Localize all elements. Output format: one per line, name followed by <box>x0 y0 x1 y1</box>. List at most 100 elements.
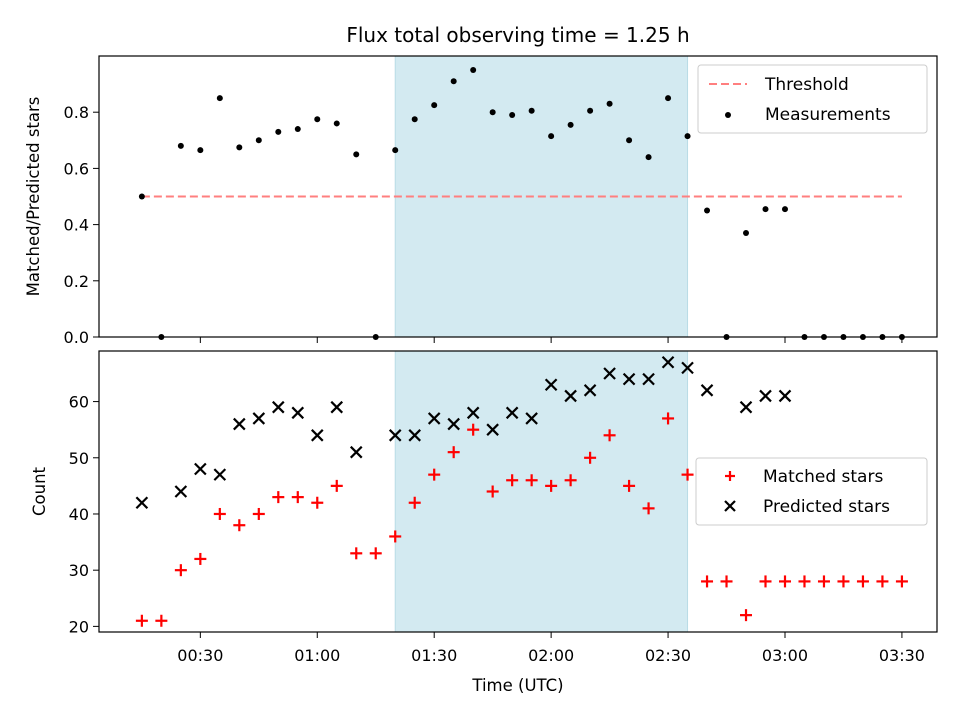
predicted-star-point <box>447 417 460 431</box>
matched-star-point <box>506 474 519 487</box>
predicted-star-point <box>252 412 266 425</box>
x-tick-label: 03:00 <box>762 646 808 665</box>
y-tick-label: 20 <box>69 617 89 636</box>
top-x-ticks <box>199 337 903 343</box>
x-tick-label: 00:30 <box>177 646 223 665</box>
measurement-point <box>197 147 204 154</box>
measurement-point <box>567 121 574 128</box>
predicted-star-point <box>466 406 480 420</box>
measurement-point <box>255 137 262 144</box>
measurement-point <box>606 100 613 107</box>
matched-star-point <box>350 547 363 560</box>
measurement-point <box>489 109 496 116</box>
matched-star-point <box>895 575 908 588</box>
predicted-star-point <box>564 389 577 403</box>
x-tick-label: 01:00 <box>294 646 340 665</box>
predicted-star-point <box>759 389 772 403</box>
y-tick-label: 0.0 <box>64 328 89 347</box>
matched-star-point <box>213 507 226 520</box>
matched-star-point <box>330 479 343 492</box>
matched-star-point <box>584 451 597 464</box>
measurement-point <box>138 193 145 200</box>
measurement-point <box>236 144 243 151</box>
predicted-star-point <box>681 361 694 375</box>
chart-title: Flux total observing time = 1.25 h <box>346 23 689 47</box>
observing-window-band <box>394 350 689 633</box>
y-tick-label: 0.8 <box>64 103 89 122</box>
measurement-point <box>684 133 691 140</box>
predicted-star-point <box>583 384 597 397</box>
matched-star-point <box>642 502 655 515</box>
y-tick-label: 60 <box>69 393 89 412</box>
x-tick-label: 03:30 <box>879 646 925 665</box>
matched-star-point <box>798 575 811 588</box>
matched-star-point <box>837 575 850 588</box>
matched-star-point <box>311 496 324 509</box>
matched-star-point <box>720 575 733 588</box>
matched-star-point <box>135 614 148 627</box>
y-tick-label: 50 <box>69 449 89 468</box>
measurement-point <box>470 67 477 74</box>
legend-predicted-label: Predicted stars <box>763 497 890 517</box>
measurement-point <box>411 116 418 123</box>
observing-window-shade-bottom <box>394 350 689 633</box>
top-panel-marks <box>138 67 905 340</box>
measurement-point <box>333 120 340 127</box>
predicted-star-point <box>213 468 227 481</box>
measurement-point <box>392 147 399 154</box>
legend-measurements-swatch <box>725 112 731 118</box>
x-tick-label: 01:30 <box>411 646 457 665</box>
predicted-star-point <box>642 372 655 386</box>
measurement-point <box>353 151 360 158</box>
measurement-point <box>314 116 321 123</box>
measurement-point <box>781 206 788 213</box>
measurement-point <box>626 137 633 144</box>
matched-star-point <box>564 474 577 487</box>
bottom-panel: 20 30 40 50 60 00:30 01:00 01:30 02:00 02:30 03:0… <box>30 350 938 695</box>
bottom-x-axis: 00:30 01:00 01:30 02:00 02:30 03:00 03:30 <box>177 632 925 665</box>
top-panel-frame <box>98 55 938 338</box>
y-tick-label: 30 <box>69 561 89 580</box>
measurement-point <box>704 207 711 214</box>
legend-measurements-label: Measurements <box>765 105 891 125</box>
y-tick-label: 0.4 <box>64 216 89 235</box>
y-tick-label: 0.6 <box>64 159 89 178</box>
predicted-star-point <box>622 372 636 386</box>
legend-matched-swatch <box>725 471 735 481</box>
predicted-star-point <box>388 429 402 442</box>
legend-matched-label: Matched stars <box>763 467 883 487</box>
bottom-panel-frame <box>98 350 938 633</box>
measurement-point <box>275 128 282 135</box>
top-y-axis: 0.0 0.2 0.4 0.6 0.8 <box>64 103 99 347</box>
top-panel: 0.00.20.40.60.8 Matched/Predicted stars … <box>24 55 938 347</box>
measurement-point <box>509 112 516 119</box>
bottom-y-axis-label: Count <box>30 466 49 516</box>
y-tick-label: 0.2 <box>64 272 89 291</box>
measurement-point <box>587 107 594 114</box>
matched-star-point <box>389 530 402 543</box>
predicted-star-point <box>194 462 207 476</box>
predicted-star-point <box>486 423 499 436</box>
matched-star-point <box>486 485 499 498</box>
matched-star-point <box>428 468 441 481</box>
measurement-point <box>431 102 438 109</box>
matched-star-point <box>701 575 714 588</box>
predicted-star-point <box>310 429 324 442</box>
matched-star-point <box>408 496 421 509</box>
measurement-point <box>548 133 555 140</box>
matched-star-point <box>856 575 869 588</box>
top-y-axis-label: Matched/Predicted stars <box>24 97 43 297</box>
x-tick-label: 02:30 <box>645 646 691 665</box>
measurement-point <box>216 95 223 102</box>
predicted-star-point <box>291 406 305 420</box>
matched-star-point <box>876 575 889 588</box>
predicted-star-point <box>349 445 363 459</box>
top-legend: Threshold Measurements <box>697 64 928 134</box>
matched-star-point <box>740 609 753 622</box>
predicted-star-point <box>330 400 344 414</box>
matched-star-point <box>467 423 480 436</box>
measurement-point <box>528 107 535 114</box>
bottom-legend-box <box>695 457 928 526</box>
measurement-point <box>743 230 750 237</box>
